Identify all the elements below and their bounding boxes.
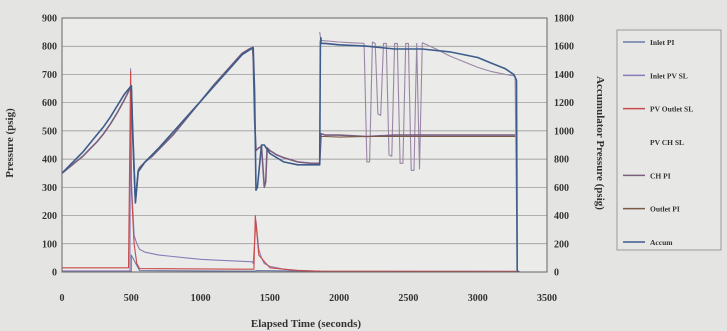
y-axis-title: Pressure (psig) — [4, 108, 16, 178]
y-tick-label: 0 — [52, 268, 57, 279]
y-tick-label: 600 — [42, 98, 57, 109]
x-tick-label: 2000 — [329, 293, 349, 304]
y-tick-labels: 0 100 200 300 400 500 600 700 800 900 — [42, 14, 57, 279]
x-tick-label: 500 — [124, 293, 139, 304]
y2-tick-label: 1400 — [554, 70, 574, 81]
y-tick-label: 200 — [42, 211, 57, 222]
x-axis-title: Elapsed Time (seconds) — [251, 318, 362, 330]
x-tick-label: 2500 — [398, 293, 418, 304]
x-tick-label: 0 — [60, 293, 65, 304]
legend-label: PV Outlet SL — [650, 105, 693, 114]
legend-label: PV CH SL — [650, 138, 684, 147]
plot-frame — [61, 17, 548, 273]
y-tick-label: 100 — [42, 239, 57, 250]
y2-tick-label: 1000 — [554, 126, 574, 137]
series-line-ch-pi — [61, 46, 516, 203]
legend-label: CH PI — [650, 171, 671, 180]
y-tick-label: 400 — [42, 155, 57, 166]
legend-box — [616, 29, 722, 251]
y2-tick-label: 1600 — [554, 42, 574, 53]
x-tick-label: 3000 — [468, 293, 488, 304]
y2-tick-label: 400 — [554, 211, 569, 222]
y-tick-label: 800 — [42, 42, 57, 53]
legend-label: Accum — [650, 238, 673, 247]
series-line-pv-outlet-sl — [62, 71, 518, 272]
series-line-accum — [61, 36, 520, 273]
y2-tick-labels: 0 200 400 600 800 1000 1200 1400 1600 1800 — [554, 14, 574, 279]
y-tick-label: 700 — [42, 70, 57, 81]
series-line-pv-ch-sl — [319, 32, 518, 271]
y2-tick-label: 0 — [554, 268, 559, 279]
x-tick-labels: 0 500 1000 1500 2000 2500 3000 3500 — [60, 293, 558, 304]
y2-axis-title: Accumulator Pressure (psig) — [594, 76, 606, 210]
y-tick-label: 500 — [42, 126, 57, 137]
legend-label: Inlet PV SL — [650, 71, 688, 80]
y-tick-label: 900 — [42, 14, 57, 25]
plot-area — [62, 18, 547, 272]
x-tick-label: 1000 — [191, 293, 211, 304]
y2-tick-label: 800 — [554, 155, 569, 166]
y2-tick-label: 600 — [554, 183, 569, 194]
y2-tick-label: 200 — [554, 239, 569, 250]
y2-tick-label: 1200 — [554, 98, 574, 109]
legend: Inlet PI Inlet PV SL PV Outlet SL PV CH SL C… — [616, 29, 722, 251]
y2-tick-label: 1800 — [554, 14, 574, 25]
series-lines — [61, 32, 520, 273]
x-tick-label: 3500 — [537, 293, 557, 304]
axes — [61, 17, 548, 273]
legend-label: Inlet PI — [650, 38, 674, 47]
y-tick-label: 300 — [42, 183, 57, 194]
series-line-outlet-pi — [319, 135, 516, 140]
x-tick-label: 1500 — [260, 293, 280, 304]
legend-label: Outlet PI — [650, 205, 680, 214]
